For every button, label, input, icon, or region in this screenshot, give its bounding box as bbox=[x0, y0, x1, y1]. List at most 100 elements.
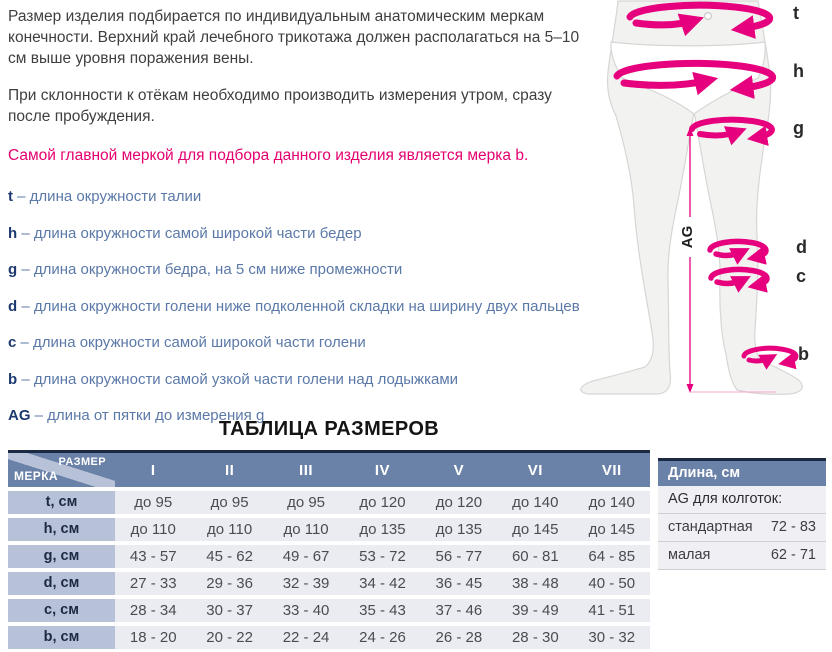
definition-b: b – длина окружности самой узкой части г… bbox=[8, 369, 583, 390]
definition-text: – длина окружности самой узкой части гол… bbox=[21, 370, 459, 388]
figure-label-g: g bbox=[793, 118, 804, 138]
below-knee-arrow-d bbox=[707, 238, 769, 265]
definition-key: b bbox=[8, 370, 18, 388]
calf-arrow-c bbox=[708, 266, 770, 293]
size-cell: 56 - 77 bbox=[435, 548, 483, 565]
column-header: V bbox=[453, 461, 465, 479]
table-row: h, см до 110 до 110 до 110 до 135 до 135… bbox=[8, 518, 650, 541]
size-cell: 18 - 20 bbox=[129, 629, 177, 646]
definition-text: – длина окружности бедра, на 5 см ниже п… bbox=[21, 261, 403, 278]
size-cell: 22 - 24 bbox=[282, 629, 330, 646]
figure-label-c: c bbox=[796, 266, 807, 286]
definition-key: d bbox=[8, 297, 18, 315]
definition-key: AG bbox=[8, 407, 31, 424]
size-table-header: РАЗМЕР МЕРКА I II III IV V VI VII bbox=[8, 450, 650, 487]
definition-t: t – длина окружности талии bbox=[8, 186, 583, 207]
length-row-standard: стандартная 72 - 83 bbox=[658, 514, 826, 542]
definition-text: – длина окружности талии bbox=[17, 188, 202, 205]
definition-text: – длина окружности голени ниже подколенн… bbox=[21, 297, 580, 315]
definition-c: c – длина окружности самой широкой части… bbox=[8, 332, 583, 353]
size-cell: 36 - 45 bbox=[435, 575, 483, 592]
column-header: IV bbox=[374, 461, 391, 479]
size-cell: 53 - 72 bbox=[359, 548, 406, 565]
figure-label-h: h bbox=[793, 61, 804, 81]
definition-key: h bbox=[8, 224, 18, 242]
definition-d: d – длина окружности голени ниже подколе… bbox=[8, 296, 583, 317]
figure-label-ag: AG bbox=[679, 217, 697, 257]
size-cell: 34 - 42 bbox=[359, 575, 406, 592]
definition-key: c bbox=[8, 334, 17, 351]
text-column: Размер изделия подбирается по индивидуал… bbox=[8, 6, 583, 442]
size-cell: до 110 bbox=[207, 521, 253, 538]
table-row: c, см 28 - 34 30 - 37 33 - 40 35 - 43 37… bbox=[8, 599, 650, 622]
size-cell: 33 - 40 bbox=[282, 602, 330, 619]
thigh-arrow-g bbox=[689, 116, 775, 146]
row-label: h, см bbox=[8, 518, 115, 541]
size-cell: 28 - 30 bbox=[511, 629, 559, 646]
waist-arrow-t bbox=[626, 1, 774, 39]
definition-h: h – длина окружности самой широкой части… bbox=[8, 223, 583, 244]
size-cell: 32 - 39 bbox=[282, 575, 330, 592]
size-cell: до 140 bbox=[512, 494, 559, 511]
size-cell: до 95 bbox=[287, 494, 326, 511]
row-label: d, см bbox=[8, 572, 115, 595]
row-values: 43 - 57 45 - 62 49 - 67 53 - 72 56 - 77 … bbox=[115, 545, 650, 568]
table-row: t, см до 95 до 95 до 95 до 120 до 120 до… bbox=[8, 491, 650, 514]
size-cell: 24 - 26 bbox=[359, 629, 406, 646]
ag-measure-line bbox=[686, 127, 776, 393]
length-row-value: 62 - 71 bbox=[770, 547, 816, 563]
column-header: VI bbox=[527, 461, 543, 479]
figure-label-b: b bbox=[798, 344, 809, 364]
size-cell: 64 - 85 bbox=[588, 548, 636, 565]
row-label: g, см bbox=[8, 545, 115, 568]
size-cell: 26 - 28 bbox=[435, 629, 483, 646]
column-header: II bbox=[224, 461, 235, 479]
intro-paragraph-1: Размер изделия подбирается по индивидуал… bbox=[8, 8, 580, 67]
size-cell: до 145 bbox=[512, 521, 559, 538]
legs-illustration bbox=[580, 0, 803, 395]
size-cell: 29 - 36 bbox=[206, 575, 253, 592]
row-values: 27 - 33 29 - 36 32 - 39 34 - 42 36 - 45 … bbox=[115, 572, 650, 595]
intro-paragraph-2: При склонности к отёкам необходимо произ… bbox=[8, 87, 552, 125]
length-row-label: стандартная bbox=[668, 519, 753, 535]
size-cell: до 140 bbox=[588, 494, 635, 511]
size-cell: 30 - 37 bbox=[206, 602, 253, 619]
row-label: c, см bbox=[8, 599, 115, 622]
row-values: до 95 до 95 до 95 до 120 до 120 до 140 д… bbox=[115, 491, 650, 514]
row-values: 28 - 34 30 - 37 33 - 40 35 - 43 37 - 46 … bbox=[115, 599, 650, 622]
column-header: VII bbox=[601, 461, 622, 479]
size-cell: 39 - 49 bbox=[511, 602, 559, 619]
size-cell: до 120 bbox=[435, 494, 483, 511]
column-header: I bbox=[150, 461, 156, 479]
table-row: d, см 27 - 33 29 - 36 32 - 39 34 - 42 36… bbox=[8, 572, 650, 595]
length-row-short: малая 62 - 71 bbox=[658, 542, 826, 570]
length-row-label: малая bbox=[668, 547, 711, 563]
definition-ag: AG – длина от пятки до измерения g bbox=[8, 405, 583, 426]
length-panel: Длина, см AG для колготок: стандартная 7… bbox=[658, 458, 826, 570]
size-cell: 27 - 33 bbox=[129, 575, 177, 592]
size-cell: 30 - 32 bbox=[588, 629, 636, 646]
size-table-title: ТАБЛИЦА РАЗМЕРОВ bbox=[218, 418, 440, 440]
definition-g: g – длина окружности бедра, на 5 см ниже… bbox=[8, 259, 583, 280]
size-cell: 37 - 46 bbox=[435, 602, 483, 619]
size-cell: 28 - 34 bbox=[129, 602, 177, 619]
measurement-diagram: t h g d c b AG bbox=[560, 0, 832, 402]
highlight-note: Самой главной меркой для подбора данного… bbox=[8, 147, 529, 164]
size-cell: 40 - 50 bbox=[588, 575, 636, 592]
size-cell: 41 - 51 bbox=[588, 602, 636, 619]
corner-cell: РАЗМЕР МЕРКА bbox=[8, 453, 115, 487]
size-table: РАЗМЕР МЕРКА I II III IV V VI VII t, см … bbox=[8, 450, 650, 652]
size-cell: 38 - 48 bbox=[511, 575, 559, 592]
size-cell: до 110 bbox=[130, 521, 176, 538]
row-values: 18 - 20 20 - 22 22 - 24 24 - 26 26 - 28 … bbox=[115, 626, 650, 649]
size-cell: до 135 bbox=[359, 521, 406, 538]
size-cell: 20 - 22 bbox=[206, 629, 253, 646]
row-label: b, см bbox=[8, 626, 115, 649]
definition-text: – длина окружности самой широкой части г… bbox=[20, 334, 366, 351]
definition-key: g bbox=[8, 261, 18, 278]
size-cell: 60 - 81 bbox=[511, 548, 559, 565]
ankle-arrow-b bbox=[741, 345, 799, 370]
size-cell: до 120 bbox=[359, 494, 406, 511]
definition-text: – длина от пятки до измерения g bbox=[34, 407, 265, 424]
